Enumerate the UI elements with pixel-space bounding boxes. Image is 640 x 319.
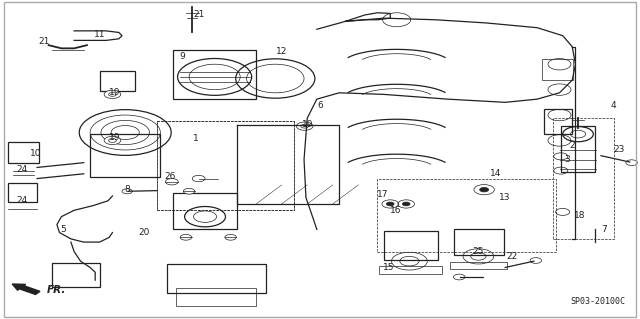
Text: 21: 21 [193,11,204,19]
FancyArrow shape [12,284,40,294]
Circle shape [166,179,178,185]
Text: 22: 22 [506,252,517,261]
Text: 24: 24 [16,165,28,174]
Text: 11: 11 [94,30,106,39]
Bar [157,122,294,210]
Text: 19: 19 [301,120,313,129]
Circle shape [301,124,308,128]
Bar [542,59,573,80]
Circle shape [387,202,394,206]
Circle shape [296,122,313,130]
Text: 13: 13 [499,193,511,202]
Bar [8,183,37,202]
Bar [173,50,256,99]
Text: 7: 7 [602,225,607,234]
Circle shape [104,136,121,145]
Bar [384,231,438,260]
Text: 14: 14 [490,169,501,178]
Circle shape [403,202,410,206]
Text: 12: 12 [276,47,287,56]
Circle shape [225,234,236,240]
Circle shape [530,258,541,263]
Text: 5: 5 [60,225,66,234]
Circle shape [104,90,121,99]
Text: 6: 6 [317,101,323,110]
Circle shape [192,175,205,182]
Text: SP03-20100C: SP03-20100C [570,297,625,306]
Bar [380,266,442,274]
Bar [52,263,100,286]
Circle shape [626,160,637,166]
Text: 15: 15 [383,263,395,272]
Circle shape [183,189,195,194]
Text: 4: 4 [611,101,616,110]
Text: 2: 2 [570,141,575,150]
Bar [8,142,39,163]
Text: 8: 8 [124,185,130,194]
Bar [450,262,507,269]
Text: 18: 18 [574,211,586,219]
Bar [100,70,135,91]
Circle shape [180,234,191,240]
Bar [561,126,595,172]
Text: 3: 3 [564,155,570,164]
Text: 23: 23 [613,145,625,154]
Text: 19: 19 [109,133,120,142]
Bar [543,109,572,134]
Text: 17: 17 [377,190,388,199]
Text: 21: 21 [38,38,50,47]
Circle shape [454,274,465,280]
Text: FR.: FR. [47,286,66,295]
Circle shape [479,188,488,192]
Circle shape [109,93,116,96]
Circle shape [109,138,116,142]
Bar [90,134,161,177]
Text: 16: 16 [390,206,401,215]
Text: 25: 25 [473,247,484,256]
Text: 20: 20 [139,228,150,237]
Bar [176,288,256,306]
Text: 24: 24 [16,196,28,205]
Text: 9: 9 [180,52,186,61]
Text: 10: 10 [30,149,42,158]
Text: 26: 26 [164,173,175,182]
Text: 1: 1 [193,134,198,143]
Bar [454,229,504,255]
Bar [553,118,614,239]
Bar [167,264,266,293]
Bar [378,179,556,252]
Bar [173,193,237,229]
Circle shape [122,189,132,194]
Text: 19: 19 [109,88,120,97]
